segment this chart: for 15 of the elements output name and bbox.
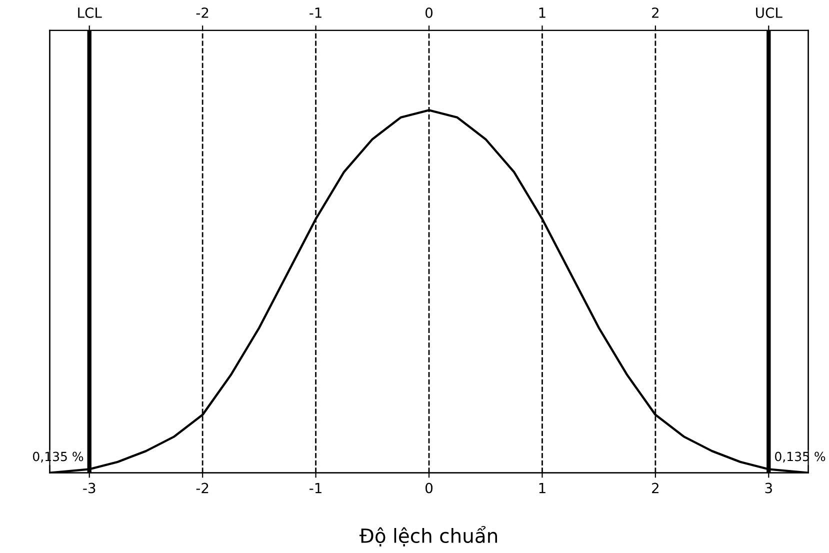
x-axis-title: Độ lệch chuẩn bbox=[359, 526, 497, 546]
x-tick-label: -1 bbox=[310, 482, 322, 494]
x2-tick-label: UCL bbox=[756, 7, 782, 18]
x-tick-label: 0 bbox=[426, 482, 433, 494]
x-tick-label: 3 bbox=[765, 482, 772, 494]
x-tick-label: -2 bbox=[196, 482, 208, 494]
x2-tick-label: 1 bbox=[539, 8, 546, 18]
x-tick-label: 2 bbox=[652, 482, 658, 494]
x2-tick-label: 2 bbox=[652, 7, 658, 18]
x2-tick-label: LCL bbox=[78, 7, 102, 18]
x2-tick-label: -1 bbox=[310, 8, 322, 18]
x-tick-label: 1 bbox=[539, 482, 546, 494]
x2-tick-label: 0 bbox=[426, 7, 433, 18]
x-tick-label: -3 bbox=[83, 482, 96, 494]
x2-tick-label: -2 bbox=[196, 7, 208, 18]
